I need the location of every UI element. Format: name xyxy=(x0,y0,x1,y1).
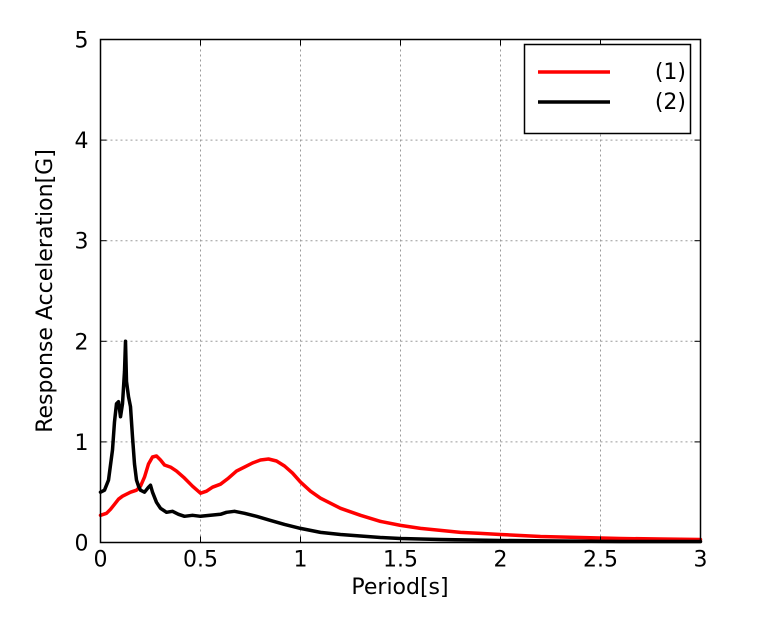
legend-box xyxy=(523,43,692,135)
y-axis-title: Response Acceleration[G] xyxy=(33,149,58,433)
x-axis-title: Period[s] xyxy=(351,575,448,600)
axis-ticks xyxy=(100,39,701,543)
legend-label-series-2: (2) xyxy=(655,90,686,115)
x-tick-label: 1.5 xyxy=(383,548,418,573)
series-lines xyxy=(98,339,703,544)
series-line-2 xyxy=(98,339,703,544)
series-line-1 xyxy=(98,454,703,542)
y-tick-label: 5 xyxy=(75,29,89,54)
y-tick-label: 3 xyxy=(75,230,89,255)
legend: (1) (2) xyxy=(523,43,692,135)
x-tick-label: 0 xyxy=(94,548,108,573)
y-tick-label: 2 xyxy=(75,330,89,355)
legend-label-series-1: (1) xyxy=(655,60,686,85)
x-tick-label: 0.5 xyxy=(183,548,218,573)
x-tick-label: 2 xyxy=(494,548,508,573)
x-tick-label: 1 xyxy=(294,548,308,573)
axis-tick-labels: 0 0.5 1 1.5 2 2.5 3 0 1 2 3 4 5 xyxy=(75,29,708,573)
y-tick-label: 4 xyxy=(75,129,89,154)
y-tick-label: 0 xyxy=(75,532,89,557)
x-tick-label: 2.5 xyxy=(583,548,618,573)
x-tick-label: 3 xyxy=(694,548,708,573)
y-tick-label: 1 xyxy=(75,431,89,456)
grid xyxy=(100,39,701,543)
